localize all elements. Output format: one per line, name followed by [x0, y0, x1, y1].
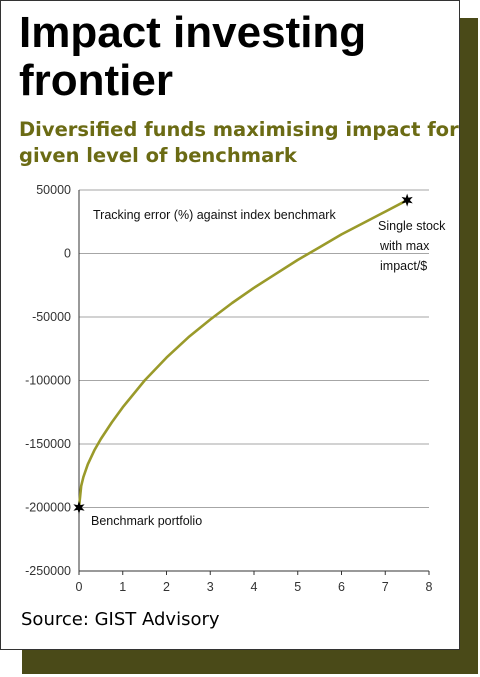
- y-tick-label: 50000: [36, 183, 71, 197]
- x-tick-label: 7: [382, 580, 389, 594]
- frontier-chart: 50000 0 -50000 -100000 -150000 -200000 -250000…: [25, 183, 446, 594]
- chart-title: Impact investing frontier: [19, 8, 367, 105]
- x-tick-label: 0: [76, 580, 83, 594]
- y-tick-label: -100000: [25, 374, 71, 388]
- chart-card: Impact investing frontier Diversified fu…: [0, 0, 460, 650]
- grid-lines: [79, 189, 429, 508]
- markers: [73, 193, 413, 514]
- y-tick-label: -200000: [25, 501, 71, 515]
- x-tick-label: 1: [119, 580, 126, 594]
- y-tick-labels: 50000 0 -50000 -100000 -150000 -200000 -250000: [25, 183, 71, 578]
- chart-subtitle: Diversified funds maximising impact for …: [19, 118, 459, 167]
- y-tick-label: -50000: [32, 310, 71, 324]
- annotation-single-stock-line1: Single stock: [378, 219, 446, 233]
- x-tick-label: 5: [294, 580, 301, 594]
- y-tick-label: -250000: [25, 564, 71, 578]
- annotation-benchmark-portfolio: Benchmark portfolio: [91, 514, 202, 528]
- series-line: [77, 199, 408, 508]
- marker-single-stock: [401, 193, 413, 207]
- annotation-single-stock-line3: impact/$: [380, 259, 427, 273]
- marker-benchmark-portfolio: [73, 501, 85, 514]
- x-tick-label: 4: [251, 580, 258, 594]
- x-tick-label: 8: [426, 580, 433, 594]
- source-note: Source: GIST Advisory: [21, 609, 220, 630]
- x-tick-label: 3: [207, 580, 214, 594]
- y-tick-label: 0: [64, 247, 71, 261]
- x-tick-label: 2: [163, 580, 170, 594]
- annotation-single-stock-line2: with max: [379, 239, 430, 253]
- x-tick-labels: 0 1 2 3 4 5 6 7 8: [76, 580, 433, 594]
- annotation-tracking-error: Tracking error (%) against index benchma…: [93, 208, 336, 222]
- y-tick-label: -150000: [25, 437, 71, 451]
- x-tick-label: 6: [338, 580, 345, 594]
